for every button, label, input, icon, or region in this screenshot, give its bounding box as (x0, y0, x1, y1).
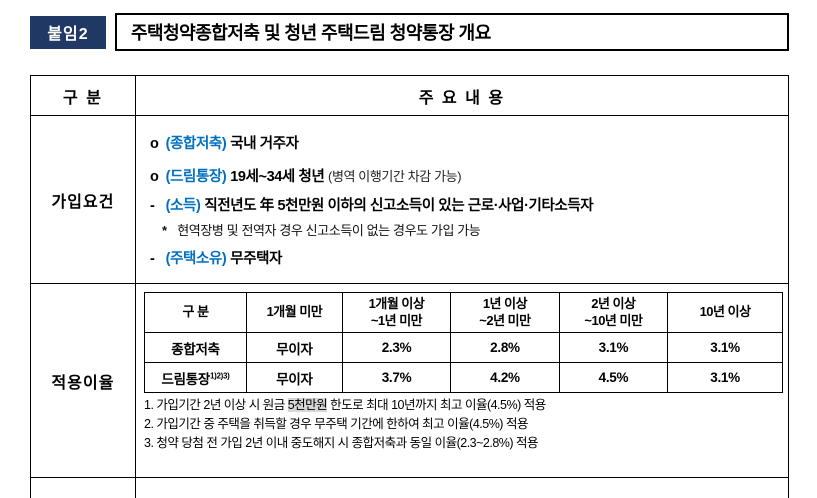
header-line: 구 분 (182, 304, 210, 320)
requirements-row: 가입요건 o (종합저축) 국내 거주자 o (드림통장) 19세~34세 청년 (… (30, 115, 789, 284)
footnote-marker: 1)2)3) (210, 371, 230, 380)
header-line: 1개월 미만 (266, 304, 323, 320)
rate-footnote-3: 3. 청약 당첨 전 가입 2년 이내 중도해지 시 종합저축과 동일 이율(2… (144, 436, 539, 450)
header-line: 1년 이상 (482, 296, 528, 312)
column-header-category: 구 분 (30, 75, 136, 116)
rate-footnote-2: 2. 가입기간 중 주택을 취득할 경우 무주택 기간에 한하여 최고 이율(4… (144, 417, 528, 431)
overview-table: 구 분 주 요 내 용 가입요건 o (종합저축) 국내 거주자 o (드림통장)… (30, 75, 789, 498)
attachment-badge: 붙임2 (30, 15, 106, 49)
header-line: 2년 이상 (591, 296, 636, 312)
rate-cell: 4.5% (558, 362, 669, 393)
requirement-line-dream: o (드림통장) 19세~34세 청년 (병역 이행기간 차감 가능) (150, 167, 778, 187)
rate-col-under-1m: 1개월 미만 (246, 292, 343, 333)
header-line: ~1년 미만 (370, 312, 423, 328)
requirement-text: 19세~34세 청년 (230, 169, 325, 186)
requirement-text: 직전년도 年 5천만원 이하의 신고소득이 있는 근로·사업·기타소득자 (204, 198, 594, 215)
rate-cell: 3.7% (341, 362, 452, 393)
cutoff-content-cell (135, 477, 789, 498)
requirement-subtext: (병역 이행기간 차감 가능) (328, 169, 462, 185)
rate-header-row: 구 분 1개월 미만 1개월 이상 ~1년 미만 1년 이상 ~2년 미만 2년 이… (143, 292, 783, 333)
column-header-content: 주 요 내 용 (135, 75, 789, 116)
rate-col-category: 구 분 (143, 292, 248, 333)
rate-col-over-10y: 10년 이상 (667, 292, 783, 333)
rates-row: 적용이율 구 분 1개월 미만 (30, 283, 789, 478)
interest-rate-table: 구 분 1개월 미만 1개월 이상 ~1년 미만 1년 이상 ~2년 미만 2년 이… (143, 292, 783, 393)
rate-col-2y-10y: 2년 이상 ~10년 미만 (558, 292, 669, 333)
rate-cell: 3.1% (558, 332, 669, 363)
cutoff-label-cell (30, 477, 136, 498)
requirement-line-housing: - (주택소유) 무주택자 (150, 249, 778, 269)
rate-cell: 무이자 (246, 362, 343, 393)
rate-footnotes: 1. 가입기간 2년 이상 시 원금 5천만원 한도로 최대 10년까지 최고 … (144, 393, 783, 453)
footnote-text: 1. 가입기간 2년 이상 시 원금 (144, 398, 288, 412)
keyword-savings: (종합저축) (165, 135, 227, 152)
document-header: 붙임2 주택청약종합저축 및 청년 주택드림 청약통장 개요 (30, 13, 789, 51)
product-name: 종합저축 (171, 341, 220, 357)
requirement-note-military: * 현역장병 및 전역자 경우 신고소득이 없는 경우도 가입 가능 (150, 222, 778, 240)
bullet: - (150, 250, 155, 267)
keyword-income: (소득) (165, 198, 201, 215)
requirement-text: 무주택자 (230, 250, 283, 267)
rate-cell: 2.3% (341, 332, 452, 363)
rates-wrap: 구 분 1개월 미만 1개월 이상 ~1년 미만 1년 이상 ~2년 미만 2년 이… (136, 284, 788, 456)
header-line: ~10년 미만 (584, 312, 643, 328)
requirement-text: 현역장병 및 전역자 경우 신고소득이 없는 경우도 가입 가능 (177, 222, 481, 238)
rate-row-name: 종합저축 (143, 332, 248, 363)
header-line: 1개월 이상 (368, 296, 425, 312)
table-header-row: 구 분 주 요 내 용 (30, 75, 789, 116)
rate-col-1y-2y: 1년 이상 ~2년 미만 (450, 292, 560, 333)
keyword-housing: (주택소유) (165, 250, 227, 267)
highlighted-amount: 5천만원 (287, 398, 328, 412)
rates-content: 구 분 1개월 미만 1개월 이상 ~1년 미만 1년 이상 ~2년 미만 2년 이… (135, 283, 789, 478)
product-name: 드림통장 (161, 371, 211, 387)
row-label-requirements: 가입요건 (30, 115, 136, 284)
rate-footnote-1: 1. 가입기간 2년 이상 시 원금 5천만원 한도로 최대 10년까지 최고 … (144, 396, 783, 415)
rate-row-dream: 드림통장1)2)3) 무이자 3.7% 4.2% 4.5% 3.1% (143, 362, 783, 393)
next-row-cutoff (30, 477, 789, 498)
rate-cell: 2.8% (450, 332, 560, 363)
bullet: - (150, 198, 155, 215)
header-line: 10년 이상 (699, 304, 751, 320)
bullet: o (150, 169, 159, 186)
bullet: o (150, 135, 159, 152)
footnote-text: 한도로 최대 10년까지 최고 이율(4.5%) 적용 (327, 398, 546, 412)
row-label-rates: 적용이율 (30, 283, 136, 478)
requirement-line-savings: o (종합저축) 국내 거주자 (150, 134, 778, 154)
page-title: 주택청약종합저축 및 청년 주택드림 청약통장 개요 (115, 13, 789, 51)
rate-row-name: 드림통장1)2)3) (143, 362, 248, 393)
rate-cell: 3.1% (667, 332, 783, 363)
rate-cell: 3.1% (667, 362, 783, 393)
rate-cell: 4.2% (450, 362, 560, 393)
requirement-line-income: - (소득) 직전년도 年 5천만원 이하의 신고소득이 있는 근로·사업·기타소… (150, 196, 778, 216)
bullet: * (162, 222, 167, 238)
header-line: ~2년 미만 (479, 312, 531, 328)
requirement-text: 국내 거주자 (230, 135, 299, 152)
requirements-content: o (종합저축) 국내 거주자 o (드림통장) 19세~34세 청년 (병역 이행… (135, 115, 789, 284)
rate-col-1m-1y: 1개월 이상 ~1년 미만 (341, 292, 452, 333)
rate-row-savings: 종합저축 무이자 2.3% 2.8% 3.1% 3.1% (143, 332, 783, 363)
rate-cell: 무이자 (246, 332, 343, 363)
keyword-dream: (드림통장) (165, 169, 227, 186)
